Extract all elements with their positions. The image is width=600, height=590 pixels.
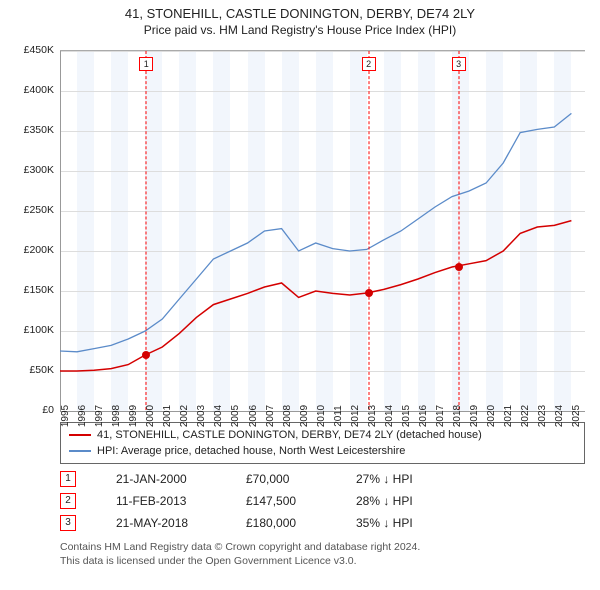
sale-row: 1 21-JAN-2000 £70,000 27% ↓ HPI [60, 468, 585, 490]
legend: 41, STONEHILL, CASTLE DONINGTON, DERBY, … [60, 422, 585, 464]
sale-marker-dot [455, 263, 463, 271]
sale-price: £180,000 [246, 512, 326, 534]
x-axis-label: 2003 [196, 405, 207, 427]
x-axis-label: 2021 [503, 405, 514, 427]
x-axis-label: 2016 [418, 405, 429, 427]
x-axis-label: 2000 [145, 405, 156, 427]
x-axis-label: 2001 [162, 405, 173, 427]
sale-marker-line [458, 51, 459, 410]
legend-swatch-hpi [69, 450, 91, 452]
x-axis-label: 2005 [230, 405, 241, 427]
sale-date: 21-MAY-2018 [116, 512, 216, 534]
y-axis-label: £0 [4, 404, 54, 416]
y-axis-label: £150K [4, 284, 54, 296]
sale-badge: 3 [60, 515, 76, 531]
x-axis-label: 2011 [333, 405, 344, 427]
x-axis-label: 2006 [248, 405, 259, 427]
x-axis-label: 2019 [469, 405, 480, 427]
sale-price: £70,000 [246, 468, 326, 490]
y-axis-label: £50K [4, 364, 54, 376]
x-axis-label: 2008 [282, 405, 293, 427]
sale-delta: 28% ↓ HPI [356, 490, 446, 512]
x-axis-label: 2020 [486, 405, 497, 427]
sale-date: 11-FEB-2013 [116, 490, 216, 512]
sale-row: 3 21-MAY-2018 £180,000 35% ↓ HPI [60, 512, 585, 534]
x-axis-label: 2009 [299, 405, 310, 427]
y-axis-label: £350K [4, 124, 54, 136]
x-axis-label: 1997 [94, 405, 105, 427]
sale-delta: 35% ↓ HPI [356, 512, 446, 534]
x-axis-label: 2013 [367, 405, 378, 427]
sale-badge: 1 [60, 471, 76, 487]
x-axis-label: 2012 [350, 405, 361, 427]
x-axis-label: 1995 [60, 405, 71, 427]
y-axis-label: £300K [4, 164, 54, 176]
x-axis-label: 1998 [111, 405, 122, 427]
x-axis-label: 1999 [128, 405, 139, 427]
x-axis-label: 2023 [537, 405, 548, 427]
x-axis-label: 2025 [571, 405, 582, 427]
y-axis-label: £400K [4, 84, 54, 96]
sale-badge: 2 [60, 493, 76, 509]
series-hpi [60, 113, 571, 351]
y-axis-label: £200K [4, 244, 54, 256]
x-axis-label: 2022 [520, 405, 531, 427]
x-axis-label: 2014 [384, 405, 395, 427]
x-axis-label: 2017 [435, 405, 446, 427]
sale-marker-badge: 3 [452, 57, 466, 71]
legend-row: 41, STONEHILL, CASTLE DONINGTON, DERBY, … [69, 427, 576, 443]
chart-plot-area: 1 2 3 [60, 50, 585, 410]
x-axis-label: 2004 [213, 405, 224, 427]
sale-marker-badge: 1 [139, 57, 153, 71]
x-axis-label: 2002 [179, 405, 190, 427]
footer-line1: Contains HM Land Registry data © Crown c… [60, 540, 585, 554]
chart-container: 41, STONEHILL, CASTLE DONINGTON, DERBY, … [0, 0, 600, 590]
x-axis-label: 1996 [77, 405, 88, 427]
x-axis-label: 2007 [265, 405, 276, 427]
y-axis-label: £250K [4, 204, 54, 216]
sale-marker-dot [365, 289, 373, 297]
footer-line2: This data is licensed under the Open Gov… [60, 554, 585, 568]
sale-delta: 27% ↓ HPI [356, 468, 446, 490]
legend-label-hpi: HPI: Average price, detached house, Nort… [97, 443, 405, 459]
footer: Contains HM Land Registry data © Crown c… [60, 540, 585, 568]
sale-marker-badge: 2 [362, 57, 376, 71]
y-axis-label: £100K [4, 324, 54, 336]
sales-table: 1 21-JAN-2000 £70,000 27% ↓ HPI 2 11-FEB… [60, 468, 585, 534]
legend-row: HPI: Average price, detached house, Nort… [69, 443, 576, 459]
x-axis-label: 2010 [316, 405, 327, 427]
sale-row: 2 11-FEB-2013 £147,500 28% ↓ HPI [60, 490, 585, 512]
x-axis-label: 2024 [554, 405, 565, 427]
sale-price: £147,500 [246, 490, 326, 512]
sale-marker-dot [142, 351, 150, 359]
y-axis-label: £450K [4, 44, 54, 56]
title-block: 41, STONEHILL, CASTLE DONINGTON, DERBY, … [0, 0, 600, 37]
chart-title: 41, STONEHILL, CASTLE DONINGTON, DERBY, … [0, 6, 600, 21]
x-axis-label: 2018 [452, 405, 463, 427]
chart-subtitle: Price paid vs. HM Land Registry's House … [0, 23, 600, 37]
sale-date: 21-JAN-2000 [116, 468, 216, 490]
legend-swatch-property [69, 434, 91, 436]
sale-marker-line [368, 51, 369, 410]
x-axis-label: 2015 [401, 405, 412, 427]
legend-label-property: 41, STONEHILL, CASTLE DONINGTON, DERBY, … [97, 427, 482, 443]
